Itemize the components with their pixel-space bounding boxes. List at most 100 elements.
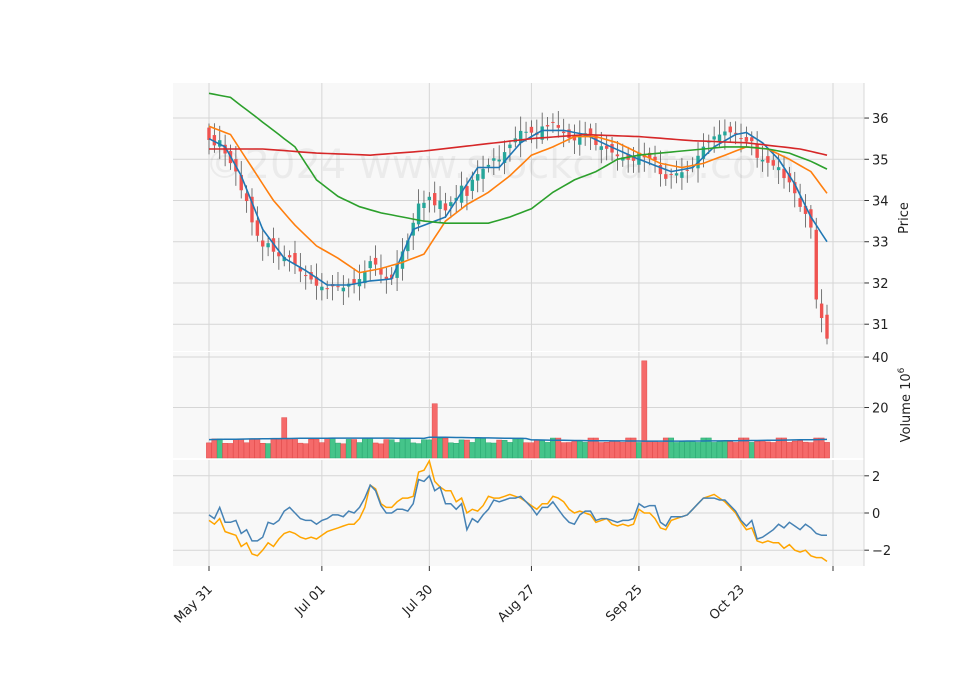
volume-bar	[802, 441, 809, 459]
candle-body	[449, 202, 453, 206]
candle-body	[723, 131, 727, 136]
volume-bar	[512, 437, 519, 459]
candle-body	[658, 165, 663, 175]
price-y-tick-label: 34	[872, 195, 889, 210]
candle-body	[492, 158, 496, 161]
x-tick-label: Jul 01	[292, 582, 329, 619]
volume-bar	[566, 442, 572, 459]
candle-body	[427, 196, 432, 201]
volume-bar	[727, 441, 734, 459]
volume-bar	[786, 442, 793, 459]
candle-body	[728, 126, 732, 133]
candle-body	[545, 125, 550, 127]
volume-bar	[206, 442, 212, 459]
candle-body	[787, 173, 792, 183]
candle-body	[497, 159, 501, 162]
price-y-tick-label: 33	[872, 236, 889, 251]
candle-body	[755, 144, 759, 158]
candle-body	[304, 275, 308, 277]
volume-bar	[684, 440, 691, 459]
oscillator-y-tick-label: 2	[872, 470, 880, 485]
volume-bar	[523, 442, 529, 459]
volume-bar	[598, 442, 605, 459]
volume-bar	[517, 437, 524, 459]
candle-body	[739, 138, 743, 140]
volume-bar	[313, 439, 320, 459]
volume-bar	[716, 441, 723, 459]
volume-bar	[243, 442, 250, 459]
candle-body	[255, 220, 260, 236]
volume-axis-label-exponent: 6	[897, 367, 907, 373]
volume-bar	[539, 440, 546, 459]
volume-bar	[238, 438, 245, 459]
price-panel-background	[173, 83, 864, 351]
candle-body	[750, 137, 754, 142]
volume-bar	[340, 443, 347, 459]
candle-body	[325, 288, 329, 290]
price-panel	[207, 92, 829, 345]
moving-average-red	[209, 133, 828, 157]
candle-body	[390, 274, 394, 279]
volume-bar	[286, 438, 293, 459]
candle-body	[314, 276, 319, 286]
candle-body	[438, 200, 442, 209]
volume-bar	[550, 437, 556, 459]
volume-bar	[399, 438, 406, 459]
volume-bar	[560, 442, 567, 459]
volume-bar	[270, 438, 277, 459]
candle-body	[567, 129, 571, 139]
candle-body	[825, 314, 829, 339]
volume-bar	[216, 438, 223, 459]
candle-body	[261, 240, 265, 247]
candle-body	[400, 251, 405, 269]
volume-bar	[824, 442, 830, 459]
volume-bar	[775, 437, 782, 459]
candle-body	[529, 126, 534, 133]
oscillator-y-tick-label: −2	[872, 544, 891, 559]
volume-bar	[351, 439, 357, 459]
volume-bar	[464, 439, 470, 459]
candle-body	[502, 152, 507, 163]
candle-body	[486, 164, 491, 167]
candle-body	[518, 130, 523, 144]
volume-bar	[732, 442, 739, 459]
oscillator-panel	[208, 458, 828, 563]
volume-bar	[813, 437, 820, 459]
moving-average-orange	[208, 125, 828, 274]
volume-bar	[576, 440, 583, 459]
candle-body	[814, 229, 818, 300]
volume-bar	[808, 442, 814, 459]
volume-bar	[308, 438, 314, 459]
candle-body	[416, 203, 421, 225]
candle-body	[604, 145, 609, 149]
volume-bar	[485, 442, 492, 459]
candle-body	[819, 303, 824, 319]
candle-body	[287, 255, 292, 258]
volume-bar	[544, 442, 551, 459]
candle-body	[610, 144, 614, 153]
volume-bar	[410, 442, 417, 459]
volume-bar	[748, 442, 755, 459]
volume-bar	[265, 443, 271, 459]
volume-bar	[421, 439, 427, 459]
candle-body	[615, 154, 620, 157]
moving-average-green	[208, 92, 828, 224]
volume-y-tick-label: 20	[872, 402, 889, 417]
volume-bar	[673, 442, 680, 459]
candle-body	[803, 205, 808, 214]
volume-bar	[383, 439, 390, 459]
volume-bar	[781, 437, 787, 459]
candle-body	[782, 168, 786, 179]
candle-body	[712, 136, 716, 140]
volume-bar	[361, 438, 368, 459]
candle-body	[669, 173, 673, 175]
candle-body	[776, 167, 781, 171]
candle-body	[760, 159, 765, 162]
volume-bar	[754, 440, 760, 459]
volume-bar	[415, 443, 422, 459]
volume-bar	[490, 442, 497, 459]
candle-body	[599, 146, 603, 150]
price-axis-label: Price	[897, 202, 912, 234]
volume-bar	[501, 440, 508, 459]
volume-bar	[533, 439, 540, 459]
